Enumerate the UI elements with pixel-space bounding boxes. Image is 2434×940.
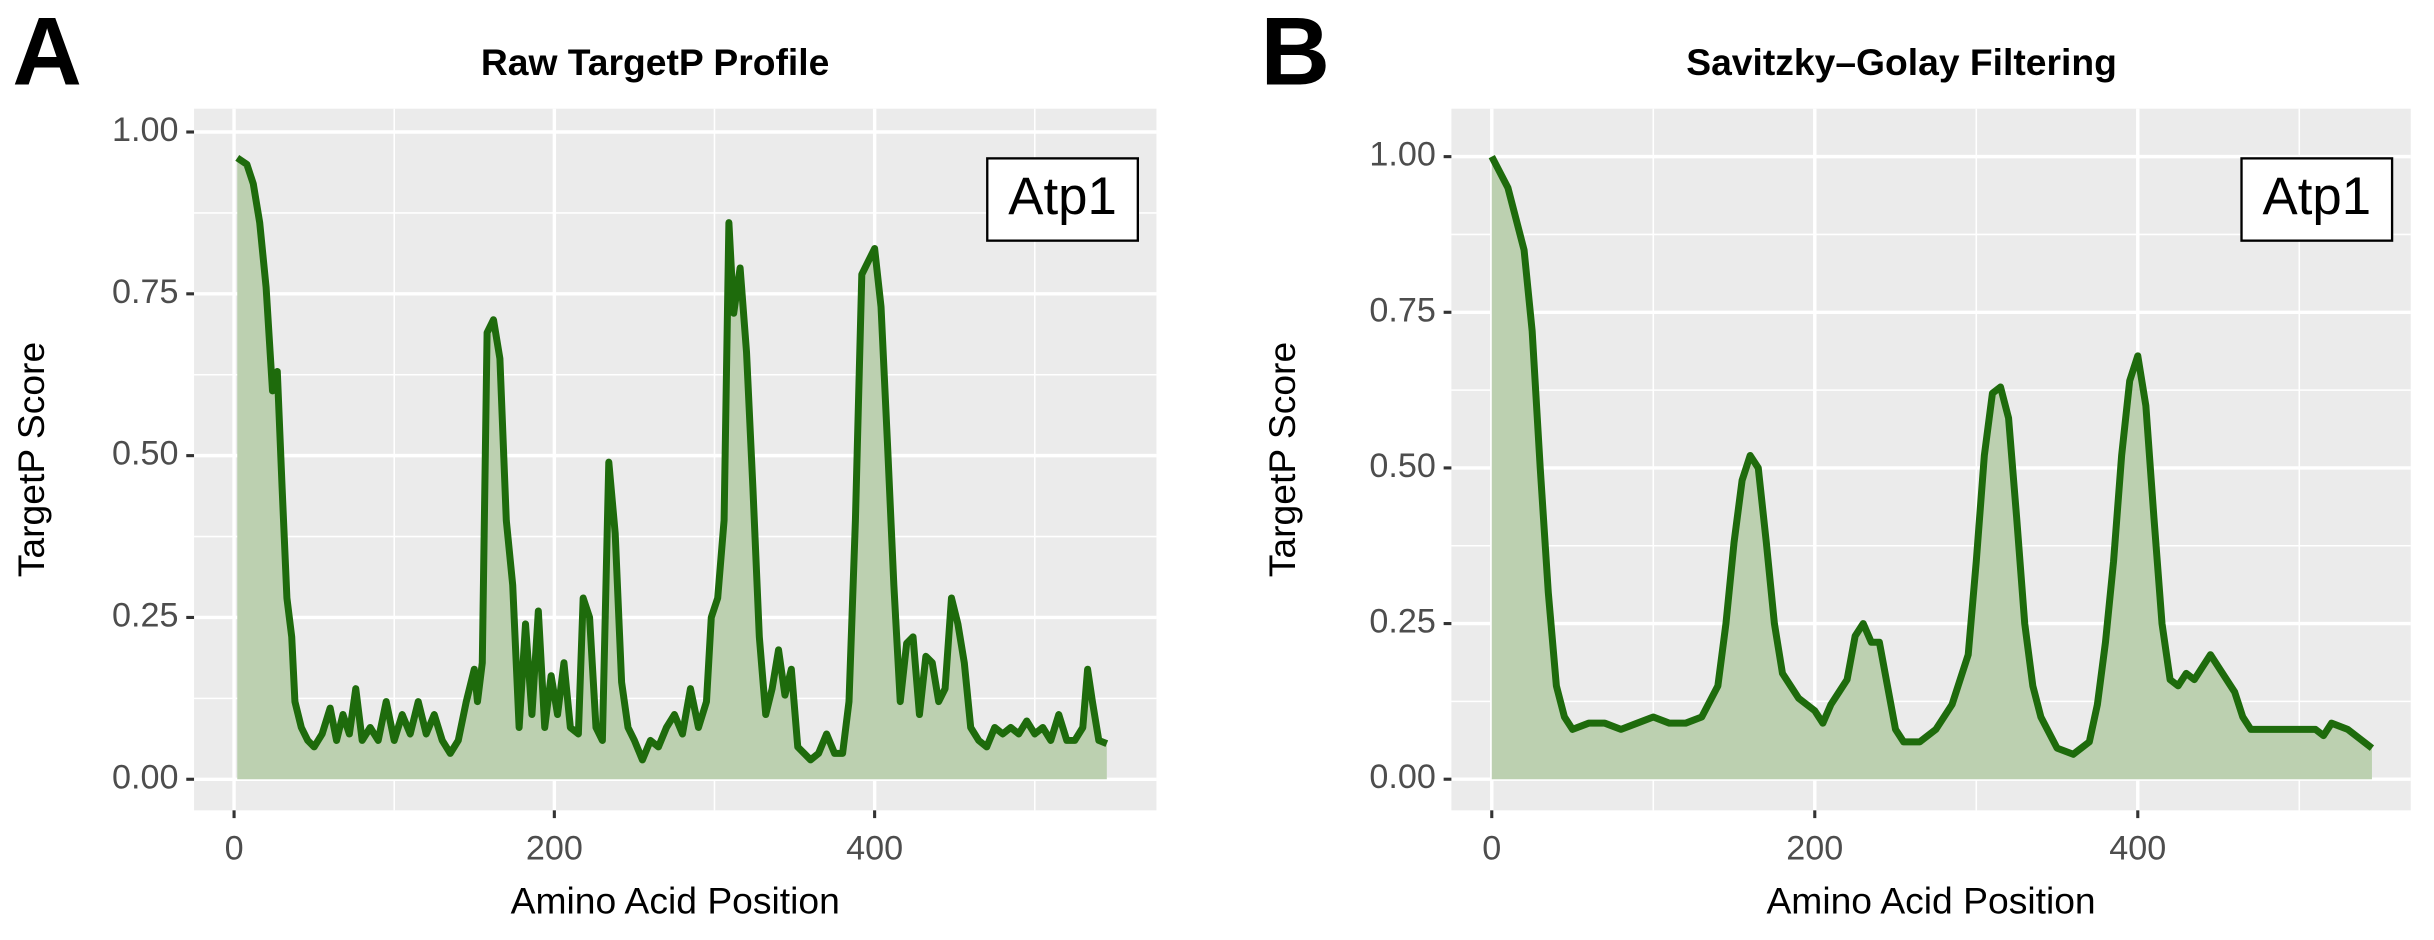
x-axis-title: Amino Acid Position bbox=[511, 879, 840, 921]
annotation-box bbox=[986, 157, 1139, 242]
y-tick-label: 1.00 bbox=[112, 111, 178, 149]
annotation: Atp1 bbox=[2263, 167, 2372, 226]
x-tick-label: 400 bbox=[2109, 830, 2166, 868]
y-tick-label: 0.75 bbox=[112, 273, 178, 311]
y-tick-label: 0.25 bbox=[112, 596, 178, 634]
y-tick-label: 0.75 bbox=[1369, 291, 1435, 329]
chart-title: Savitzky–Golay Filtering bbox=[1686, 41, 2117, 83]
panel-label: A bbox=[12, 0, 82, 105]
x-tick-label: 400 bbox=[846, 830, 903, 868]
y-tick-label: 0.00 bbox=[112, 758, 178, 796]
y-axis-title: TargetP Score bbox=[10, 342, 52, 577]
y-axis-title: TargetP Score bbox=[1261, 342, 1303, 577]
x-tick-label: 200 bbox=[1786, 830, 1843, 868]
line bbox=[235, 154, 1109, 764]
y-tick-label: 0.25 bbox=[1369, 603, 1435, 641]
y-tick-label: 1.00 bbox=[1369, 136, 1435, 174]
annotation-box bbox=[2240, 157, 2394, 242]
panel-label: B bbox=[1260, 0, 1330, 105]
line bbox=[1488, 155, 2375, 758]
x-tick-label: 200 bbox=[526, 830, 583, 868]
chart-title: Raw TargetP Profile bbox=[481, 41, 829, 83]
y-tick-label: 0.50 bbox=[1369, 447, 1435, 485]
x-tick-label: 0 bbox=[225, 830, 244, 868]
annotation: Atp1 bbox=[1008, 167, 1117, 226]
y-tick-label: 0.00 bbox=[1369, 758, 1435, 796]
x-tick-label: 0 bbox=[1482, 830, 1501, 868]
area bbox=[1491, 156, 2372, 780]
y-tick-label: 0.50 bbox=[112, 435, 178, 473]
x-axis-title: Amino Acid Position bbox=[1766, 879, 2095, 921]
area bbox=[237, 157, 1107, 780]
